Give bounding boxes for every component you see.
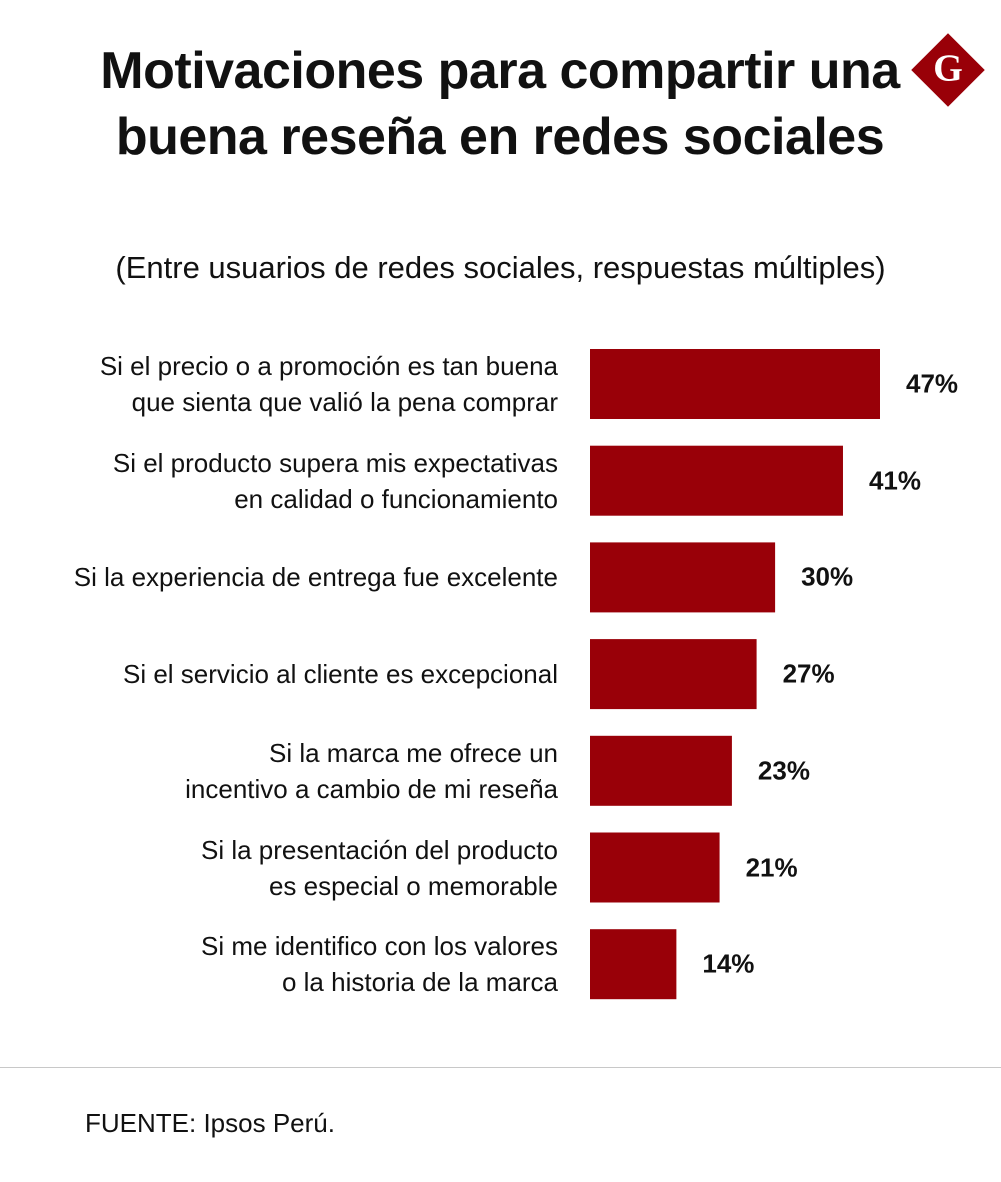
bar xyxy=(590,349,880,419)
bar xyxy=(590,735,732,806)
category-label: Si la marca me ofrece un incentivo a cam… xyxy=(185,737,558,804)
value-label: 47% xyxy=(906,368,959,399)
value-label: 27% xyxy=(782,658,835,689)
chart xyxy=(590,349,880,1000)
logo-letter: G xyxy=(933,48,963,90)
category-label: Si la presentación del producto es espec… xyxy=(200,834,558,901)
bar xyxy=(590,929,677,1000)
separator xyxy=(0,1067,1001,1068)
value-label: 30% xyxy=(801,561,854,592)
category-label: Si el servicio al cliente es excepcional xyxy=(123,659,558,690)
bar xyxy=(590,542,776,613)
category-label: Si me identifico con los valores o la hi… xyxy=(201,931,558,998)
category-label: Si el precio o a promoción es tan buena … xyxy=(99,351,558,417)
chart-title: Motivaciones para compartir una buena re… xyxy=(100,42,900,166)
logo: G xyxy=(911,33,985,107)
value-label: 23% xyxy=(757,755,810,786)
bar xyxy=(590,445,843,516)
bar xyxy=(590,639,757,710)
value-label: 41% xyxy=(868,465,922,496)
chart-subtitle: (Entre usuarios de redes sociales, respu… xyxy=(115,250,886,285)
category-label: Si el producto supera mis expectativas e… xyxy=(112,447,558,514)
bar xyxy=(590,832,720,903)
source: FUENTE: Ipsos Perú. xyxy=(85,1108,335,1138)
category-label: Si la experiencia de entrega fue excelen… xyxy=(73,562,558,593)
value-label: 21% xyxy=(745,852,798,882)
logo-diamond xyxy=(911,33,985,107)
value-label: 14% xyxy=(702,948,755,979)
